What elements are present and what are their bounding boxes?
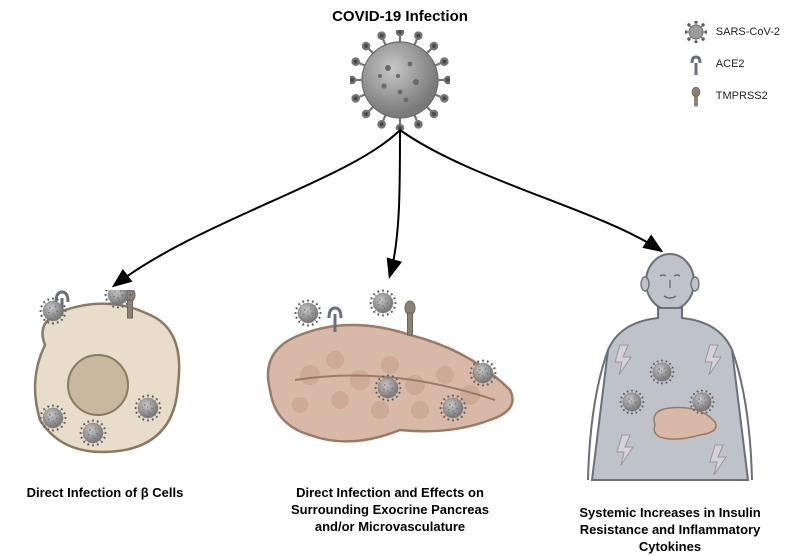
mid-cap-2: Surrounding Exocrine Pancreas: [291, 502, 489, 517]
legend-ace2-label: ACE2: [716, 58, 745, 70]
legend-virus-label: SARS-CoV-2: [716, 26, 780, 38]
legend: SARS-CoV-2 ACE2 TMPRSS2: [684, 20, 780, 116]
r-cap-2: Resistance and Inflammatory: [580, 522, 761, 537]
tmprss2-icon: [684, 84, 708, 108]
panel-beta-cell: Direct Infection of β Cells: [10, 290, 200, 502]
panel-right-caption: Systemic Increases in Insulin Resistance…: [560, 505, 780, 556]
panel-mid-caption: Direct Infection and Effects on Surround…: [240, 485, 540, 536]
legend-row-ace2: ACE2: [684, 52, 780, 76]
r-cap-3: Cytokines: [639, 539, 701, 554]
legend-tmprss2-label: TMPRSS2: [716, 90, 768, 102]
virus-icon: [684, 20, 708, 44]
mid-cap-3: and/or Microvasculature: [315, 519, 465, 534]
diagram-title: COVID-19 Infection: [332, 8, 468, 25]
pancreas-graphic: [240, 280, 540, 470]
panel-pancreas: Direct Infection and Effects on Surround…: [240, 280, 540, 536]
mid-cap-1: Direct Infection and Effects on: [296, 485, 484, 500]
ace2-icon: [684, 52, 708, 76]
panel-left-caption: Direct Infection of β Cells: [10, 485, 200, 502]
r-cap-1: Systemic Increases in Insulin: [579, 505, 760, 520]
legend-row-tmprss2: TMPRSS2: [684, 84, 780, 108]
human-graphic: [560, 250, 780, 490]
panel-systemic: Systemic Increases in Insulin Resistance…: [560, 250, 780, 556]
legend-row-virus: SARS-CoV-2: [684, 20, 780, 44]
beta-cell-graphic: [10, 290, 200, 470]
